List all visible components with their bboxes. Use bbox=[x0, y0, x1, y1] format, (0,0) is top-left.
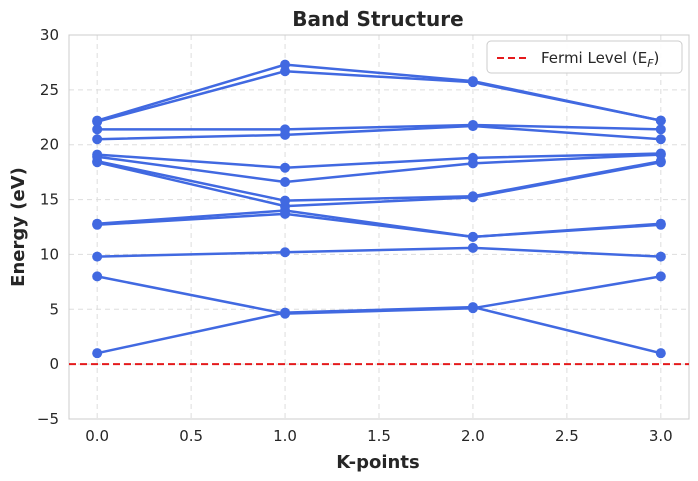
band-line bbox=[97, 246, 661, 258]
band-point bbox=[655, 218, 666, 229]
legend-label-subscript: F bbox=[647, 57, 654, 70]
band-point bbox=[280, 124, 291, 135]
band-point bbox=[467, 303, 478, 314]
band-line bbox=[97, 123, 661, 131]
legend-box bbox=[486, 40, 683, 74]
band-series bbox=[92, 271, 666, 319]
band-line bbox=[97, 124, 661, 141]
y-tick-label: 25 bbox=[40, 81, 59, 99]
band-series bbox=[92, 148, 666, 173]
band-point bbox=[92, 134, 103, 145]
band-point bbox=[92, 271, 103, 282]
y-tick-label: 30 bbox=[40, 26, 59, 44]
y-tick-label: 5 bbox=[49, 300, 59, 318]
band-point bbox=[467, 119, 478, 130]
band-series bbox=[92, 119, 666, 135]
band-point bbox=[280, 247, 291, 258]
band-line bbox=[96, 63, 662, 122]
y-tick-label: 20 bbox=[40, 136, 59, 154]
x-tick-label: 1.0 bbox=[273, 427, 297, 445]
band-point bbox=[655, 348, 666, 359]
band-point bbox=[467, 152, 478, 163]
band-point bbox=[92, 124, 103, 135]
x-tick-label: 1.5 bbox=[367, 427, 391, 445]
chart-title: Band Structure bbox=[292, 7, 463, 31]
band-point bbox=[467, 76, 478, 87]
band-point bbox=[655, 271, 666, 282]
x-tick-label: 0.0 bbox=[85, 427, 109, 445]
y-tick-label: 15 bbox=[40, 191, 59, 209]
band-point bbox=[280, 162, 291, 173]
x-axis-title: K-points bbox=[336, 452, 419, 473]
legend-label: Fermi Level (EF) bbox=[541, 49, 659, 70]
y-tick-label: 0 bbox=[49, 355, 59, 373]
band-point bbox=[280, 59, 291, 70]
band-point bbox=[280, 308, 291, 319]
band-point bbox=[92, 218, 103, 229]
x-tick-label: 3.0 bbox=[649, 427, 673, 445]
band-series bbox=[92, 242, 666, 262]
band-point bbox=[655, 124, 666, 135]
band-point bbox=[655, 134, 666, 145]
band-point bbox=[280, 177, 291, 188]
band-point bbox=[280, 195, 291, 206]
series-group bbox=[92, 59, 666, 359]
band-series bbox=[92, 121, 666, 145]
band-point bbox=[467, 242, 478, 253]
legend: Fermi Level (EF) bbox=[486, 40, 683, 74]
y-tick-label: −5 bbox=[37, 410, 59, 428]
band-point bbox=[467, 191, 478, 202]
band-line bbox=[96, 275, 662, 315]
band-point bbox=[655, 251, 666, 262]
band-point bbox=[92, 251, 103, 262]
band-line bbox=[97, 153, 661, 184]
band-line bbox=[97, 209, 661, 239]
band-series bbox=[92, 59, 666, 126]
y-axis-title: Energy (eV) bbox=[8, 167, 29, 287]
band-point bbox=[655, 148, 666, 159]
plot-frame bbox=[68, 34, 690, 420]
band-line bbox=[97, 152, 661, 170]
band-point bbox=[655, 115, 666, 126]
band-point bbox=[467, 231, 478, 242]
x-tick-label: 2.5 bbox=[555, 427, 579, 445]
tick-labels: 0.0 0.5 1.0 1.5 2.0 2.5 3.0 −5 0 5 10 15 20 25 30 bbox=[37, 26, 673, 445]
band-point bbox=[92, 149, 103, 160]
axes bbox=[68, 34, 690, 420]
y-tick-label: 10 bbox=[40, 245, 59, 263]
x-tick-label: 2.0 bbox=[461, 427, 485, 445]
band-point bbox=[92, 348, 103, 359]
band-line bbox=[96, 159, 662, 202]
band-point bbox=[92, 115, 103, 126]
x-tick-label: 0.5 bbox=[179, 427, 203, 445]
